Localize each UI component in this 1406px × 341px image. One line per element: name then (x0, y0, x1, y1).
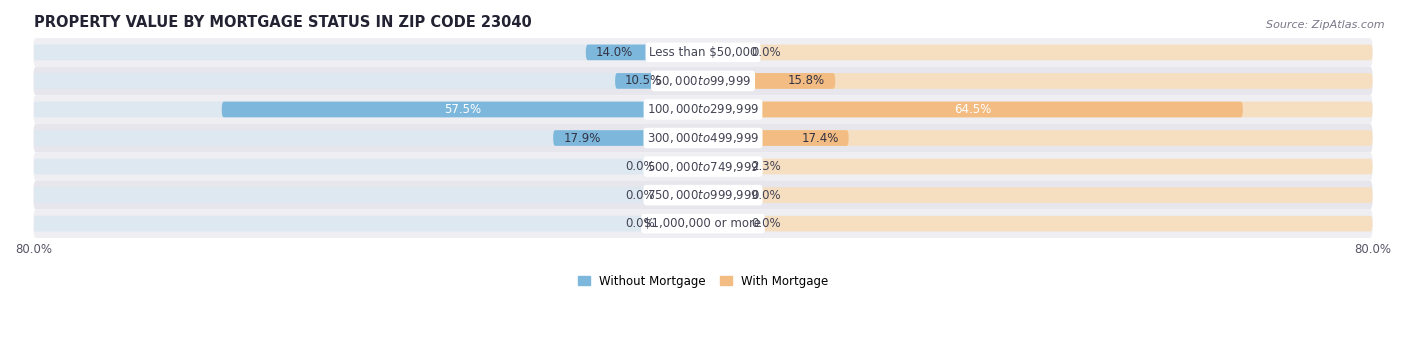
Text: 15.8%: 15.8% (787, 74, 825, 87)
FancyBboxPatch shape (34, 159, 703, 174)
FancyBboxPatch shape (703, 102, 1243, 117)
FancyBboxPatch shape (703, 216, 745, 232)
Text: $750,000 to $999,999: $750,000 to $999,999 (647, 188, 759, 202)
FancyBboxPatch shape (661, 159, 703, 174)
FancyBboxPatch shape (703, 216, 1372, 232)
Text: 17.4%: 17.4% (801, 132, 838, 145)
Text: $50,000 to $99,999: $50,000 to $99,999 (654, 74, 752, 88)
Text: 64.5%: 64.5% (955, 103, 991, 116)
Text: $500,000 to $749,999: $500,000 to $749,999 (647, 160, 759, 174)
FancyBboxPatch shape (553, 130, 703, 146)
FancyBboxPatch shape (703, 73, 835, 89)
FancyBboxPatch shape (222, 102, 703, 117)
FancyBboxPatch shape (34, 152, 1372, 181)
FancyBboxPatch shape (34, 102, 703, 117)
FancyBboxPatch shape (34, 95, 1372, 124)
FancyBboxPatch shape (34, 130, 703, 146)
Text: 10.5%: 10.5% (626, 74, 662, 87)
FancyBboxPatch shape (34, 216, 703, 232)
FancyBboxPatch shape (703, 45, 745, 60)
FancyBboxPatch shape (703, 187, 745, 203)
FancyBboxPatch shape (34, 73, 703, 89)
FancyBboxPatch shape (703, 187, 1372, 203)
Text: 2.3%: 2.3% (752, 160, 782, 173)
Text: 17.9%: 17.9% (564, 132, 600, 145)
Text: $1,000,000 or more: $1,000,000 or more (644, 217, 762, 230)
FancyBboxPatch shape (586, 45, 703, 60)
Text: 0.0%: 0.0% (752, 217, 782, 230)
FancyBboxPatch shape (616, 73, 703, 89)
Text: 0.0%: 0.0% (624, 189, 654, 202)
FancyBboxPatch shape (703, 130, 849, 146)
FancyBboxPatch shape (34, 38, 1372, 66)
FancyBboxPatch shape (34, 45, 703, 60)
FancyBboxPatch shape (661, 216, 703, 232)
FancyBboxPatch shape (703, 73, 1372, 89)
FancyBboxPatch shape (34, 209, 1372, 238)
FancyBboxPatch shape (703, 45, 1372, 60)
FancyBboxPatch shape (703, 102, 1372, 117)
Legend: Without Mortgage, With Mortgage: Without Mortgage, With Mortgage (578, 275, 828, 288)
Text: $100,000 to $299,999: $100,000 to $299,999 (647, 103, 759, 117)
FancyBboxPatch shape (34, 124, 1372, 152)
Text: PROPERTY VALUE BY MORTGAGE STATUS IN ZIP CODE 23040: PROPERTY VALUE BY MORTGAGE STATUS IN ZIP… (34, 15, 531, 30)
Text: 14.0%: 14.0% (596, 46, 633, 59)
FancyBboxPatch shape (34, 181, 1372, 209)
FancyBboxPatch shape (703, 159, 1372, 174)
FancyBboxPatch shape (661, 187, 703, 203)
FancyBboxPatch shape (34, 66, 1372, 95)
Text: 0.0%: 0.0% (752, 189, 782, 202)
Text: 0.0%: 0.0% (624, 217, 654, 230)
FancyBboxPatch shape (703, 130, 1372, 146)
Text: Less than $50,000: Less than $50,000 (648, 46, 758, 59)
Text: $300,000 to $499,999: $300,000 to $499,999 (647, 131, 759, 145)
FancyBboxPatch shape (703, 159, 723, 174)
Text: Source: ZipAtlas.com: Source: ZipAtlas.com (1267, 20, 1385, 30)
Text: 0.0%: 0.0% (752, 46, 782, 59)
Text: 0.0%: 0.0% (624, 160, 654, 173)
Text: 57.5%: 57.5% (444, 103, 481, 116)
FancyBboxPatch shape (34, 187, 703, 203)
